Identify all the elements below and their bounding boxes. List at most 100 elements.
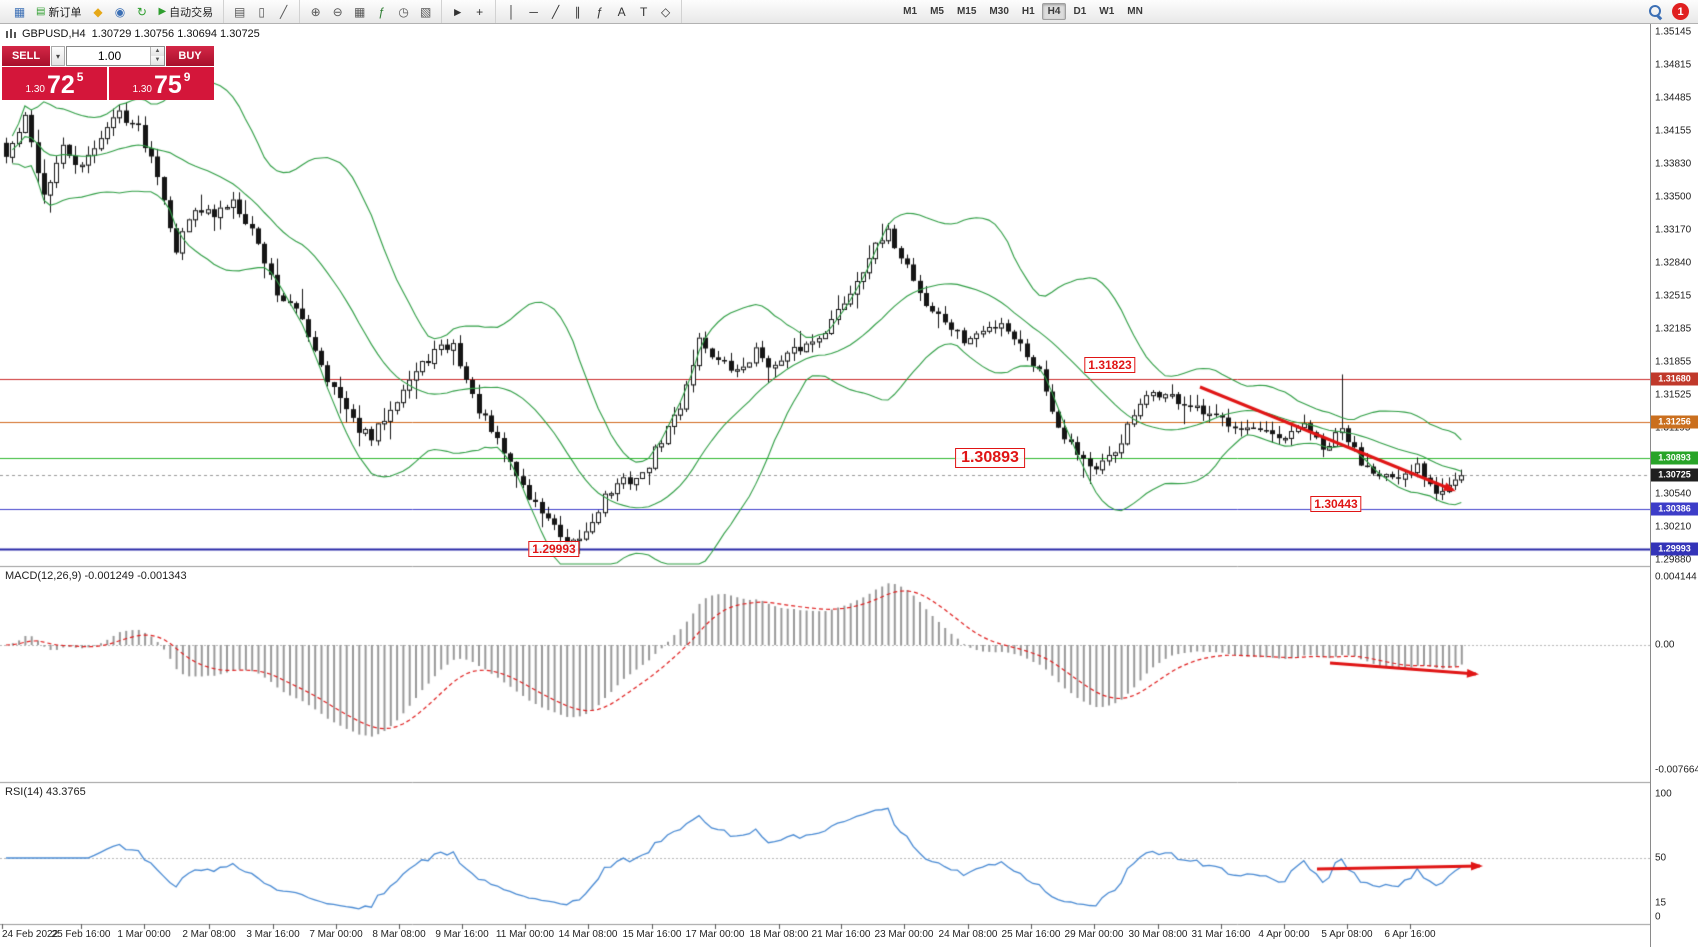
trendline-icon[interactable]: ╱ xyxy=(552,4,560,19)
toolbar-group: │ ─ ╱ ∥ ƒ A T ◇ xyxy=(496,0,683,23)
price-axis-label: 1.35145 xyxy=(1655,26,1692,38)
macd-values: -0.001249 -0.001343 xyxy=(84,570,187,582)
volume-down-button[interactable]: ▼ xyxy=(151,56,164,65)
sell-price-box[interactable]: 1.30 72 5 xyxy=(2,67,107,100)
price-axis[interactable]: 1.35145 1.34815 1.34485 1.34155 1.33830 1.335… xyxy=(1650,24,1698,947)
autotrade-button[interactable]: ▶ 自动交易 xyxy=(153,3,218,21)
text-icon[interactable]: A xyxy=(617,4,626,19)
time-axis-label: 24 Feb 2022 xyxy=(2,929,59,940)
trade-options-button[interactable]: ▾ xyxy=(51,46,65,66)
zoom-in-icon[interactable]: ⊕ xyxy=(310,4,321,19)
volume-stepper: ▲ ▼ xyxy=(150,47,164,65)
time-axis-label: 5 Apr 08:00 xyxy=(1321,929,1373,940)
horizontal-line-icon[interactable]: ─ xyxy=(529,4,538,19)
symbol-info: GBPUSD,H4 1.30729 1.30756 1.30694 1.3072… xyxy=(5,27,260,40)
price-axis-label: 1.33170 xyxy=(1655,224,1692,236)
tile-windows-icon[interactable]: ▦ xyxy=(353,4,366,19)
chart-canvas[interactable] xyxy=(0,24,1650,947)
price-axis-label: 1.33500 xyxy=(1655,191,1692,203)
time-axis-label: 18 Mar 08:00 xyxy=(749,929,809,940)
fibonacci-icon[interactable]: ƒ xyxy=(596,4,603,19)
candlestick-chart-icon[interactable]: ▯ xyxy=(258,4,265,19)
search-icon[interactable] xyxy=(1648,4,1663,19)
time-axis-label: 23 Mar 00:00 xyxy=(874,929,934,940)
timeframe-h1[interactable]: H1 xyxy=(1021,6,1035,17)
sell-button[interactable]: SELL xyxy=(2,46,50,66)
timeframe-d1[interactable]: D1 xyxy=(1073,6,1087,17)
one-click-trading-panel: SELL ▾ ▲ ▼ BUY 1.30 72 5 1.3 xyxy=(2,46,214,100)
price-annotation: 1.29993 xyxy=(528,540,580,557)
macd-axis-label: -0.007664 xyxy=(1655,764,1698,776)
rsi-axis-label: 0 xyxy=(1655,911,1661,923)
buy-price-pip: 9 xyxy=(183,70,191,84)
price-axis-label: 1.29880 xyxy=(1655,554,1692,566)
price-axis-label: 1.32185 xyxy=(1655,323,1692,335)
symbol-name: GBPUSD,H4 xyxy=(22,27,86,40)
timeframe-h4[interactable]: H4 xyxy=(1041,3,1067,20)
rsi-name: RSI(14) xyxy=(5,786,43,798)
price-axis-label: 1.32515 xyxy=(1655,290,1692,302)
macd-label: MACD(12,26,9) -0.001249 -0.001343 xyxy=(5,570,187,582)
time-axis-label: 25 Mar 16:00 xyxy=(1001,929,1061,940)
price-annotation: 1.31823 xyxy=(1084,357,1136,374)
price-annotation: 1.30443 xyxy=(1310,495,1362,512)
refresh-icon[interactable]: ↻ xyxy=(136,4,147,19)
templates-icon[interactable]: ▧ xyxy=(419,4,432,19)
bar-chart-icon[interactable]: ▤ xyxy=(233,4,246,19)
rsi-axis-label: 50 xyxy=(1655,852,1667,864)
chart-window-icon[interactable]: ▦ xyxy=(13,4,26,19)
price-axis-label: 1.34815 xyxy=(1655,59,1692,71)
timeframe-mn[interactable]: MN xyxy=(1127,6,1143,17)
community-icon[interactable]: ◉ xyxy=(114,4,126,19)
buy-price-box[interactable]: 1.30 75 9 xyxy=(109,67,214,100)
price-tag: 1.30725 xyxy=(1651,468,1698,482)
buy-button[interactable]: BUY xyxy=(166,46,214,66)
sell-price-prefix: 1.30 xyxy=(25,84,45,95)
indicators-icon[interactable]: ƒ xyxy=(378,4,385,19)
volume-up-button[interactable]: ▲ xyxy=(151,47,164,56)
pane-separator[interactable] xyxy=(0,565,1650,569)
autotrade-button-label: 自动交易 xyxy=(169,6,214,19)
macd-axis-label: 0.004144 xyxy=(1655,571,1697,583)
channel-icon[interactable]: ∥ xyxy=(574,4,581,19)
autotrade-play-icon: ▶ xyxy=(158,6,167,17)
arrows-shapes-icon[interactable]: ◇ xyxy=(661,4,671,19)
time-axis-label: 29 Mar 00:00 xyxy=(1064,929,1124,940)
timeframe-m30[interactable]: M30 xyxy=(989,6,1009,17)
symbol-ohlc: 1.30729 1.30756 1.30694 1.30725 xyxy=(91,27,260,40)
time-axis-label: 7 Mar 00:00 xyxy=(309,929,363,940)
metaeditor-icon[interactable]: ◆ xyxy=(93,4,103,19)
notification-badge[interactable]: 1 xyxy=(1672,3,1689,20)
time-axis-label: 15 Mar 16:00 xyxy=(622,929,682,940)
timeframe-w1[interactable]: W1 xyxy=(1099,6,1115,17)
rsi-axis-label: 100 xyxy=(1655,788,1672,800)
pane-separator[interactable] xyxy=(0,781,1650,785)
toolbar-groups: ▦ ▤ 新订单 ◆ ◉ ↻ ▶ 自动交易 ▤ ▯ ╱ ⊕ ⊖ ▦ ƒ ◷ ▧ ► + │ ─ ╱ ∥ ƒ A T ◇ M1 M5 M15 M… xyxy=(4,0,1154,23)
time-axis-label: 21 Mar 16:00 xyxy=(811,929,871,940)
chevron-down-icon: ▾ xyxy=(55,51,60,61)
line-chart-icon[interactable]: ╱ xyxy=(280,4,288,19)
timeframe-m5[interactable]: M5 xyxy=(930,6,944,17)
timeframe-toolbar: M1 M5 M15 M30 H1 H4 D1 W1 MN xyxy=(892,0,1154,23)
price-axis-label: 1.31525 xyxy=(1655,389,1692,401)
periods-icon[interactable]: ◷ xyxy=(398,4,409,19)
time-axis-label: 30 Mar 08:00 xyxy=(1128,929,1188,940)
label-icon[interactable]: T xyxy=(639,4,648,19)
cursor-icon[interactable]: ► xyxy=(451,4,464,19)
new-order-icon: ▤ xyxy=(36,6,46,17)
timeframe-m15[interactable]: M15 xyxy=(956,6,977,17)
new-order-button[interactable]: ▤ 新订单 xyxy=(31,3,86,21)
volume-input[interactable] xyxy=(67,47,164,65)
time-axis-label: 2 Mar 08:00 xyxy=(182,929,236,940)
crosshair-icon[interactable]: + xyxy=(476,4,484,19)
price-tag: 1.29993 xyxy=(1651,542,1698,556)
price-axis-label: 1.32840 xyxy=(1655,257,1692,269)
toolbar-group: ▤ ▯ ╱ xyxy=(224,0,301,23)
vertical-line-icon[interactable]: │ xyxy=(507,4,516,19)
price-axis-label: 1.33830 xyxy=(1655,158,1692,170)
time-axis[interactable]: 24 Feb 2022 25 Feb 16:00 1 Mar 00:00 2 Mar … xyxy=(0,924,1650,947)
chart-window: GBPUSD,H4 1.30729 1.30756 1.30694 1.3072… xyxy=(0,24,1698,947)
zoom-out-icon[interactable]: ⊖ xyxy=(332,4,343,19)
timeframe-m1[interactable]: M1 xyxy=(903,6,918,17)
toolbar-group: ► + xyxy=(442,0,497,23)
